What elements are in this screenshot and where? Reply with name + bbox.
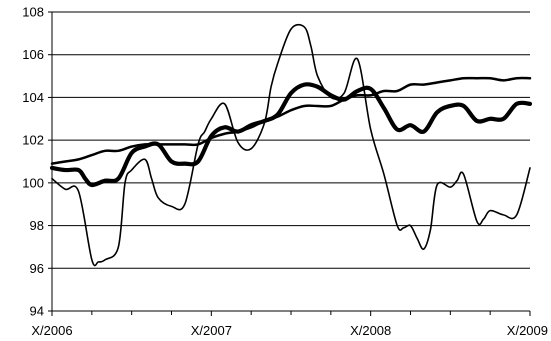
series-lines [49, 23, 533, 267]
series-line-2 [50, 76, 532, 165]
y-tick-label: 104 [22, 90, 44, 105]
grid-lines [52, 11, 530, 269]
x-tick-label: X/2006 [31, 323, 72, 338]
y-tick-label: 106 [22, 47, 44, 62]
x-tick-label: X/2009 [507, 323, 548, 338]
axes [48, 11, 531, 316]
x-tick-label: X/2007 [191, 323, 232, 338]
y-tick-label: 102 [22, 133, 44, 148]
y-tick-label: 98 [30, 218, 44, 233]
y-tick-label: 94 [30, 304, 44, 319]
series-line-1 [51, 23, 531, 267]
y-tick-label: 108 [22, 5, 44, 20]
tick-labels: 94 96 98 100 102 104 106 108 X/2006 X/2007 X/2008 X… [22, 5, 548, 339]
y-tick-label: 100 [22, 175, 44, 190]
x-tick-label: X/2008 [350, 323, 391, 338]
series-line-3 [49, 82, 533, 188]
y-tick-label: 96 [30, 261, 44, 276]
